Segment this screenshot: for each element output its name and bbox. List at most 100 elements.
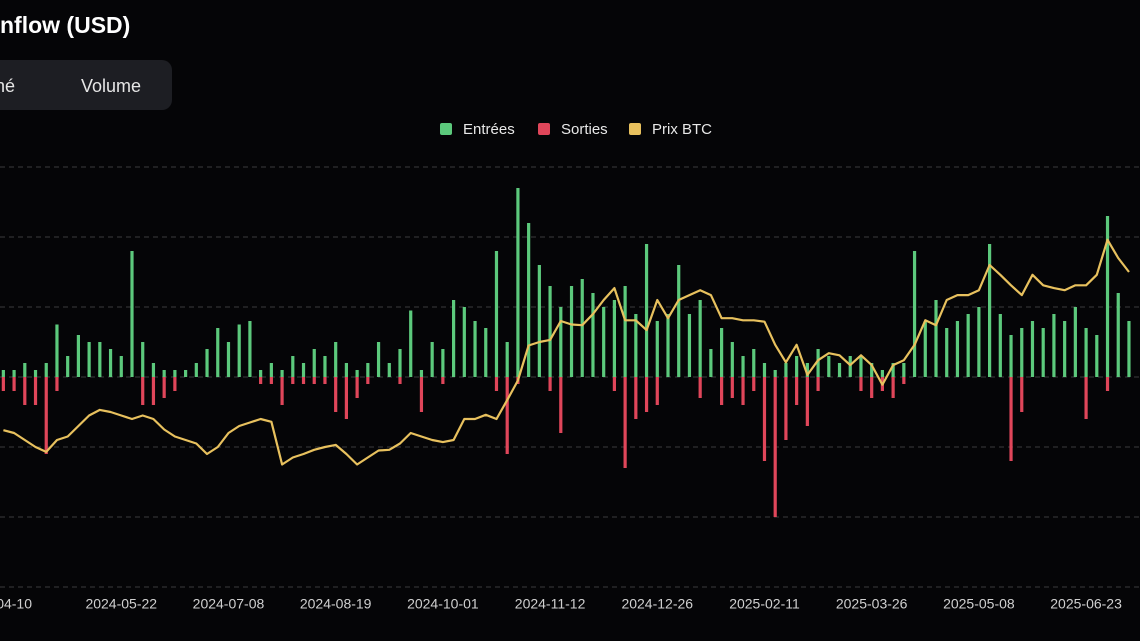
bar [23, 377, 27, 405]
x-tick-label: 2025-06-23 [1050, 596, 1122, 612]
bar [1041, 328, 1045, 377]
bar [1063, 321, 1067, 377]
bar [409, 310, 413, 377]
bar [934, 300, 938, 377]
bar [505, 377, 509, 454]
bar [291, 377, 295, 384]
bar [945, 328, 949, 377]
bar [259, 377, 263, 384]
x-tick-label: 2024-05-22 [85, 596, 157, 612]
bar [612, 300, 616, 377]
bar [1009, 377, 1013, 461]
legend-label: Prix BTC [652, 121, 712, 138]
bar [1105, 377, 1110, 391]
bar [923, 321, 927, 377]
legend-swatch [629, 123, 641, 135]
bar [870, 377, 874, 398]
bar [301, 377, 306, 384]
bar [548, 377, 552, 391]
bar [634, 314, 638, 377]
bar [805, 377, 809, 426]
bar [741, 356, 745, 377]
bar [891, 363, 895, 377]
bar [248, 321, 252, 377]
bar [473, 321, 477, 377]
bar [795, 356, 799, 377]
bar [462, 307, 466, 377]
bar [752, 377, 756, 391]
bar [323, 377, 327, 384]
bar [162, 377, 166, 398]
bar [441, 377, 445, 384]
bar [259, 370, 263, 377]
bar [1105, 216, 1110, 377]
bar [687, 314, 692, 377]
bar [452, 300, 456, 377]
bar [430, 342, 434, 377]
tab[interactable]: rché [0, 76, 16, 96]
bar [644, 244, 649, 377]
bar [33, 370, 38, 377]
bar [1020, 377, 1024, 412]
bar [655, 321, 659, 377]
bar [698, 300, 702, 377]
bar [773, 377, 777, 517]
bar [1, 370, 5, 377]
bar [1, 377, 5, 391]
bar [784, 363, 788, 377]
bar [484, 328, 488, 377]
tab[interactable]: Volume [81, 76, 142, 96]
bar [280, 370, 284, 377]
bar [494, 377, 499, 391]
bar [720, 377, 724, 405]
bar [130, 251, 134, 377]
bar [205, 349, 209, 377]
bar [44, 363, 48, 377]
legend-swatch [440, 123, 452, 135]
bar [848, 356, 852, 377]
bar [173, 377, 177, 391]
bar [141, 377, 145, 405]
bar [366, 363, 370, 377]
x-tick-label: 2024-10-01 [407, 596, 479, 612]
bar [762, 377, 767, 461]
bar [366, 377, 370, 384]
bar [569, 286, 574, 377]
bar [151, 363, 156, 377]
bar [762, 363, 767, 377]
bar [902, 377, 906, 384]
bar [1020, 328, 1024, 377]
x-tick-label: 2025-03-26 [836, 596, 908, 612]
bar [988, 244, 992, 377]
bar [108, 349, 113, 377]
bar [98, 342, 102, 377]
bar [23, 363, 27, 377]
bar [1116, 293, 1120, 377]
bar [33, 377, 38, 405]
bar [655, 377, 659, 405]
bar [730, 377, 734, 398]
bar [902, 363, 906, 377]
bar [677, 265, 681, 377]
bar [559, 307, 563, 377]
bar [419, 370, 424, 377]
bar [173, 370, 177, 377]
bar [194, 363, 198, 377]
bar [784, 377, 788, 440]
bar [55, 377, 59, 391]
bar [709, 349, 713, 377]
bar [827, 356, 831, 377]
bar [291, 356, 295, 377]
bar [141, 342, 145, 377]
bar [355, 377, 359, 398]
bar [1084, 377, 1088, 419]
bar [698, 377, 702, 398]
bar [280, 377, 284, 405]
bar [730, 342, 734, 377]
bar [55, 324, 59, 377]
bar [376, 342, 381, 377]
bar [623, 377, 627, 468]
x-tick-label: 2024-11-12 [515, 596, 586, 612]
bar [720, 328, 724, 377]
price-line [3, 238, 1130, 466]
